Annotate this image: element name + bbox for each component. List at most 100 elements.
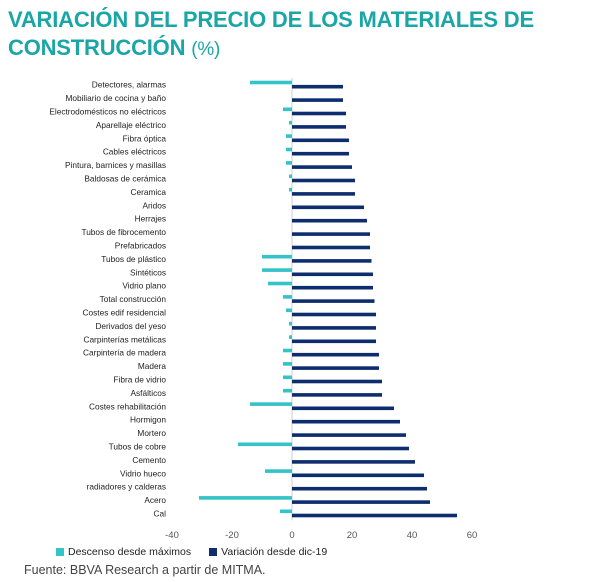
category-label: Tubos de plástico	[101, 254, 166, 264]
bar-descenso	[289, 321, 292, 326]
bar-variacion	[292, 84, 343, 89]
category-label: Detectores, alarmas	[92, 80, 166, 90]
bar-variacion	[292, 165, 352, 169]
bar-variacion	[292, 98, 343, 102]
bar-variacion	[292, 460, 415, 464]
x-tick-label: -40	[165, 530, 179, 541]
bar-descenso	[250, 80, 292, 85]
bar-descenso	[283, 295, 292, 299]
category-label: Baldosas de cerámica	[84, 174, 166, 184]
category-label: Cal	[154, 509, 167, 519]
category-label: Costes edif residencial	[83, 308, 167, 318]
category-label: Cemento	[132, 455, 166, 465]
bar-descenso	[262, 254, 292, 259]
bar-descenso	[286, 161, 292, 165]
category-label: Acero	[144, 495, 166, 505]
bar-variacion	[292, 366, 379, 370]
bar-variacion	[292, 111, 346, 116]
category-label: Hormigon	[130, 415, 166, 425]
bar-variacion	[292, 272, 373, 277]
legend-label-variacion: Variación desde dic-19	[221, 546, 328, 558]
category-label: Tubos de fibrocemento	[81, 227, 166, 237]
category-label: Sintéticos	[130, 267, 166, 277]
legend-swatch-descenso	[56, 548, 64, 556]
bar-variacion	[292, 192, 355, 196]
bar-descenso	[262, 268, 292, 272]
chart-title: VARIACIÓN DEL PRECIO DE LOS MATERIALES D…	[8, 6, 586, 64]
bar-variacion	[292, 232, 370, 236]
category-label: Carpintería de madera	[83, 348, 166, 358]
chart-title-main: VARIACIÓN DEL PRECIO DE LOS MATERIALES D…	[8, 7, 534, 60]
bar-descenso	[289, 174, 292, 179]
bar-descenso	[283, 348, 292, 353]
category-label: Pintura, barnices y masillas	[65, 160, 166, 170]
bar-descenso	[289, 120, 292, 125]
bar-descenso	[286, 147, 292, 152]
bar-variacion	[292, 218, 367, 223]
bar-descenso	[286, 134, 292, 138]
bar-variacion	[292, 486, 427, 491]
bar-descenso	[280, 509, 292, 514]
category-label: Vidrio plano	[122, 281, 166, 291]
category-label: Electrodomésticos no eléctricos	[49, 107, 166, 117]
legend-item-variacion: Variación desde dic-19	[209, 546, 327, 558]
x-tick-label: -20	[225, 530, 239, 541]
source-note: Fuente: BBVA Research a partir de MITMA.	[24, 563, 266, 577]
category-label: Total construcción	[100, 294, 167, 304]
bar-variacion	[292, 473, 424, 478]
category-label: Asfálticos	[130, 388, 166, 398]
bar-descenso	[286, 308, 292, 313]
bar-variacion	[292, 419, 400, 424]
bar-variacion	[292, 259, 372, 263]
bar-descenso	[250, 402, 292, 406]
bar-descenso	[289, 187, 292, 192]
category-label: Carpinterías metálicas	[83, 334, 166, 344]
category-label: radiadores y calderas	[87, 482, 166, 492]
bar-descenso	[199, 496, 292, 500]
bar-variacion	[292, 513, 457, 518]
category-label: Costes rehabilitación	[89, 401, 166, 411]
bar-variacion	[292, 285, 373, 290]
bar-variacion	[292, 312, 376, 317]
category-label: Fibra de vidrio	[113, 375, 166, 385]
bar-variacion	[292, 125, 346, 129]
bar-variacion	[292, 151, 349, 156]
legend-swatch-variacion	[209, 548, 218, 556]
bar-descenso	[268, 281, 292, 286]
bar-variacion	[292, 500, 430, 504]
bar-variacion	[292, 138, 349, 143]
category-label: Cables eléctricos	[103, 147, 166, 157]
category-label: Derivados del yeso	[95, 321, 166, 331]
bar-descenso	[283, 362, 292, 366]
bar-variacion	[292, 339, 376, 344]
chart-title-unit: (%)	[191, 39, 221, 60]
bar-variacion	[292, 178, 355, 183]
bar-variacion	[292, 245, 370, 250]
x-tick-label: 60	[467, 530, 478, 541]
category-label: Tubos de cobre	[109, 442, 167, 452]
legend-label-descenso: Descenso desde máximos	[68, 546, 192, 558]
bar-descenso	[238, 442, 292, 447]
bar-variacion	[292, 433, 406, 437]
category-label: Vidrio hueco	[120, 468, 166, 478]
bar-variacion	[292, 352, 379, 357]
bar-variacion	[292, 326, 376, 330]
bar-descenso	[289, 335, 292, 339]
category-label: Mortero	[137, 428, 166, 438]
bar-descenso	[283, 375, 292, 380]
bar-descenso	[265, 469, 292, 473]
category-label: Ceramica	[130, 187, 166, 197]
bar-variacion	[292, 406, 394, 411]
bar-variacion	[292, 299, 375, 303]
category-label: Herrajes	[135, 214, 166, 224]
bar-variacion	[292, 393, 382, 397]
category-label: Aridos	[142, 200, 166, 210]
bar-variacion	[292, 379, 382, 384]
x-tick-label: 0	[289, 530, 294, 541]
legend-item-descenso: Descenso desde máximos	[56, 546, 191, 558]
category-label: Aparellaje eléctrico	[96, 120, 166, 130]
bar-variacion	[292, 446, 409, 451]
legend: Descenso desde máximos Variación desde d…	[56, 546, 327, 558]
x-tick-label: 40	[407, 530, 418, 541]
x-tick-label: 20	[347, 530, 358, 541]
